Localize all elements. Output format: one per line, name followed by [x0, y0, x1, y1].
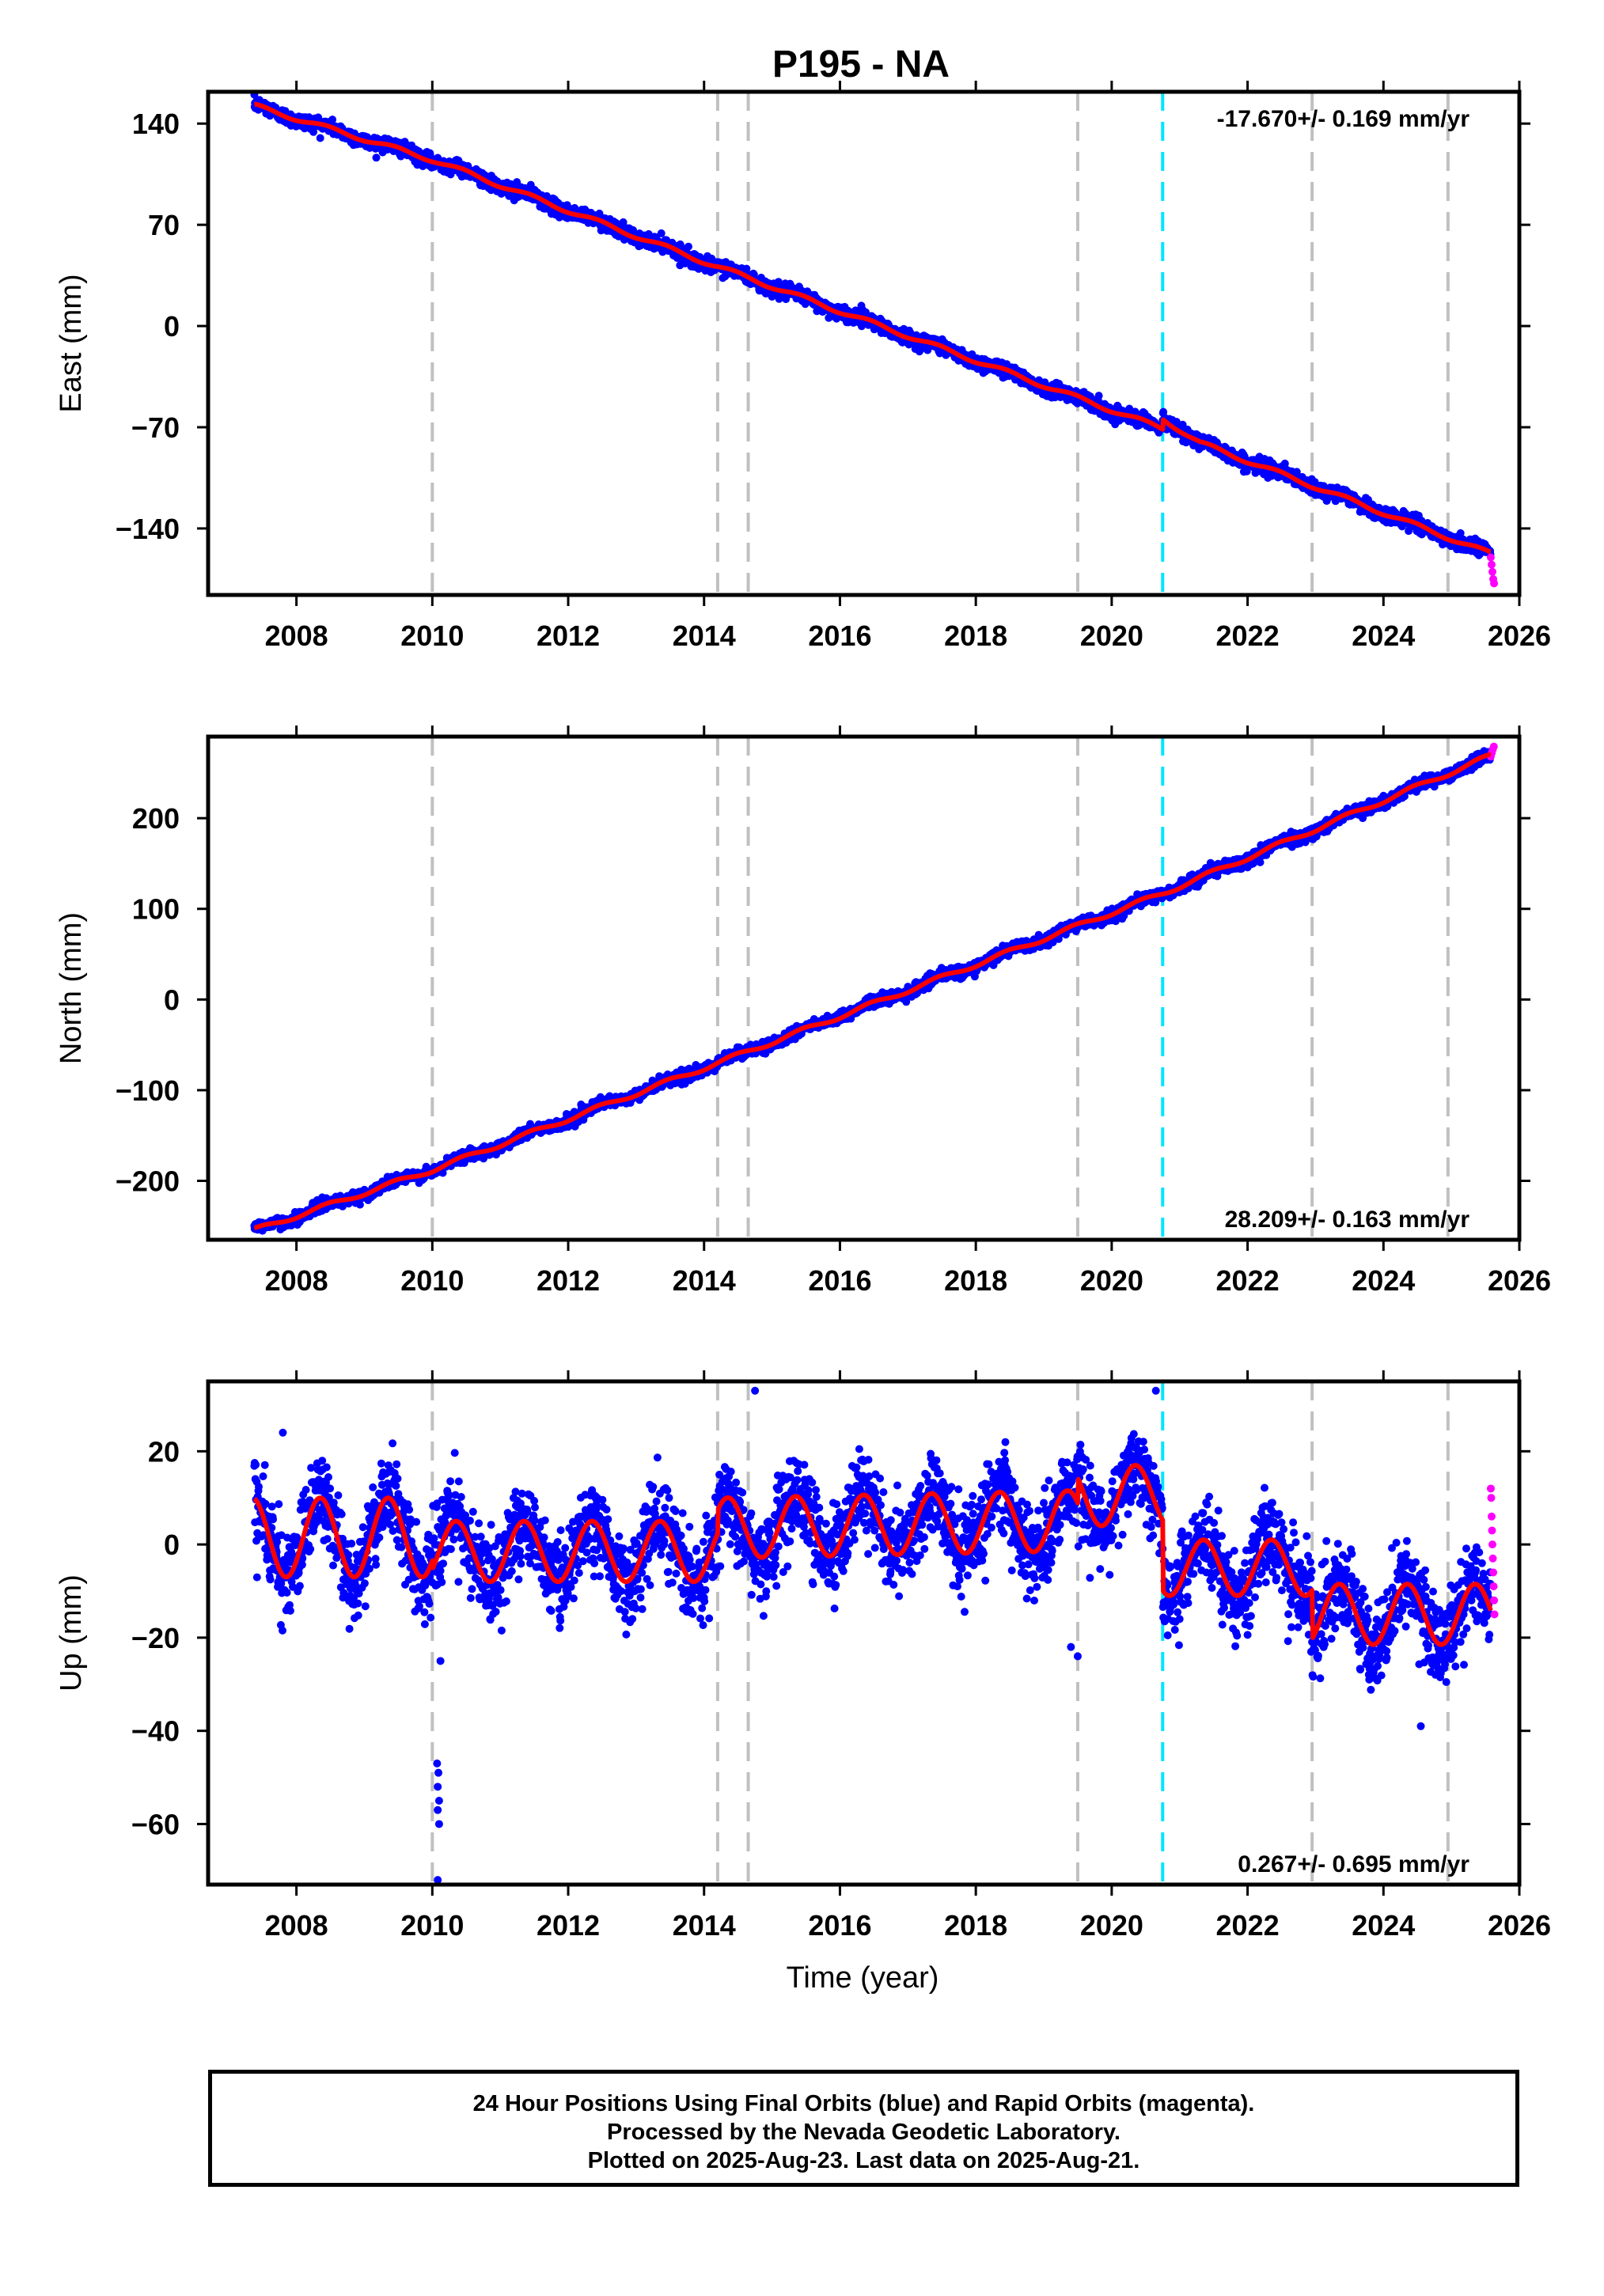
x-tick-label: 2012 [537, 619, 600, 652]
rapid-orbit-points [1486, 553, 1499, 588]
y-tick-label: 0 [164, 310, 180, 343]
final-orbit-points [250, 747, 1495, 1235]
y-tick-label: −70 [131, 411, 180, 444]
data-point [309, 127, 318, 136]
rapid-point [1490, 579, 1499, 588]
data-point [684, 242, 692, 251]
x-tick-label: 2014 [673, 619, 736, 652]
east-panel: 2008 2010 2012 2014 2016 2018 2020 2022 2024 2026… [55, 81, 1551, 652]
y-tick-label: 140 [132, 108, 180, 140]
y-axis-label: East (mm) [55, 274, 88, 412]
data-point [657, 229, 665, 237]
x-tick-label: 2018 [944, 619, 1007, 652]
data-point [316, 134, 324, 142]
data-point [1094, 392, 1103, 400]
plot-area [250, 737, 1498, 1240]
rapid-point [1487, 560, 1496, 569]
x-tick-label: 2008 [265, 619, 328, 652]
data-point [629, 225, 637, 234]
x-tick-label: 2022 [1216, 619, 1280, 652]
y-tick-label: −140 [116, 513, 180, 545]
data-point [619, 218, 628, 226]
plot-area [250, 92, 1499, 595]
chart-title: P195 - NA [772, 44, 950, 85]
x-tick-label: 2016 [808, 619, 871, 652]
north-panel: 2008 2010 2012 2014 2016 2018 2020 2022 2024 2026… [55, 726, 1551, 1297]
rapid-point [1486, 553, 1495, 562]
rate-label: -17.670+/- 0.169 mm/yr [1217, 106, 1470, 132]
x-tick-label: 2010 [400, 619, 464, 652]
x-tick-label: 2026 [1488, 619, 1551, 652]
data-point [328, 116, 337, 124]
y-tick-label: 70 [148, 209, 180, 241]
plot-frame [206, 89, 1522, 597]
x-tick-label: 2024 [1352, 619, 1415, 652]
data-point [372, 153, 381, 162]
rapid-point [1488, 567, 1497, 576]
x-tick-label: 2020 [1080, 619, 1143, 652]
